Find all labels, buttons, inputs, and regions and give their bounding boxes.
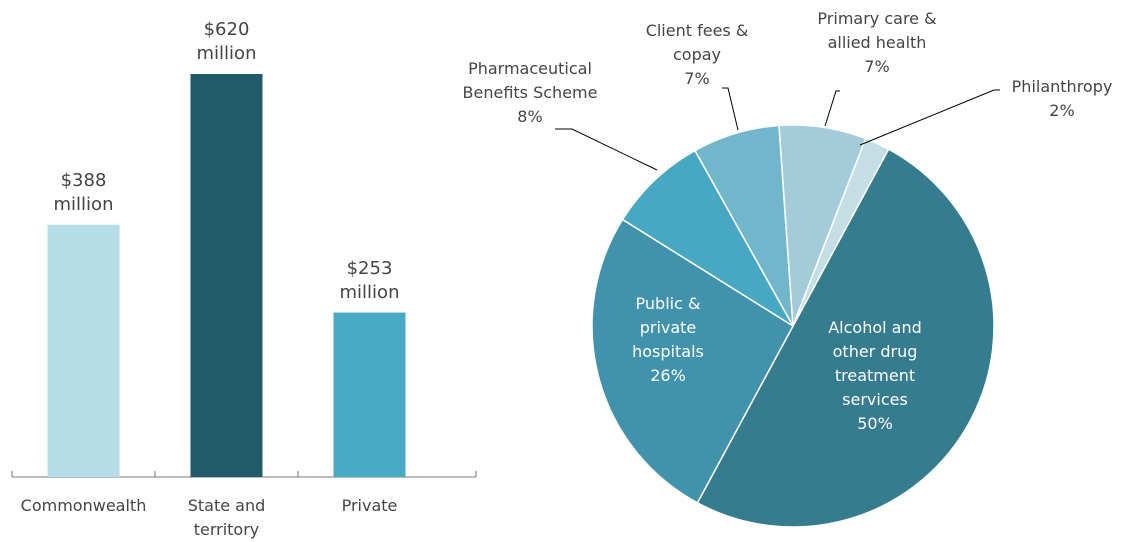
pie-slice bbox=[792, 137, 890, 327]
bar bbox=[190, 74, 263, 477]
slice-value: 50% bbox=[857, 414, 893, 433]
slice-name: Pharmaceutical Benefits Scheme bbox=[462, 59, 598, 102]
slice-value: 7% bbox=[684, 69, 710, 88]
slice-value: 2% bbox=[1049, 101, 1075, 120]
slice-label: Pharmaceutical Benefits Scheme 8% bbox=[440, 57, 620, 129]
leader-line bbox=[824, 90, 840, 127]
slice-name: Primary care & allied health bbox=[817, 9, 937, 52]
bar bbox=[333, 312, 406, 477]
slice-name: Philanthropy bbox=[1011, 77, 1113, 96]
slice-label: Philanthropy 2% bbox=[992, 75, 1126, 123]
slice-label: Alcohol and other drug treatment service… bbox=[805, 316, 945, 436]
leader-line bbox=[555, 128, 658, 171]
bar-value-label: $253 million bbox=[339, 257, 400, 303]
slice-value: 8% bbox=[517, 107, 543, 126]
bar-value-label: $620 million bbox=[196, 19, 257, 64]
x-tick-label: Commonwealth bbox=[20, 496, 147, 515]
x-tick-label: State and territory bbox=[187, 496, 266, 539]
leader-line bbox=[722, 87, 739, 131]
slice-label: Primary care & allied health 7% bbox=[812, 7, 942, 79]
slice-name: Alcohol and other drug treatment service… bbox=[828, 318, 922, 409]
slice-value: 26% bbox=[650, 366, 686, 385]
leader-line bbox=[859, 89, 1000, 146]
pie-slice bbox=[621, 149, 794, 327]
bar-value-label: $388 million bbox=[53, 169, 114, 215]
slice-label: Public & private hospitals 26% bbox=[618, 292, 718, 388]
slice-name: Public & private hospitals bbox=[632, 294, 704, 361]
pie-slice bbox=[591, 218, 794, 504]
slice-label: Client fees & copay 7% bbox=[627, 19, 767, 91]
bar bbox=[47, 224, 120, 477]
x-tick-label: Private bbox=[341, 496, 398, 515]
pie-slice bbox=[696, 148, 995, 528]
slice-name: Client fees & copay bbox=[645, 21, 749, 64]
slice-value: 7% bbox=[864, 57, 890, 76]
